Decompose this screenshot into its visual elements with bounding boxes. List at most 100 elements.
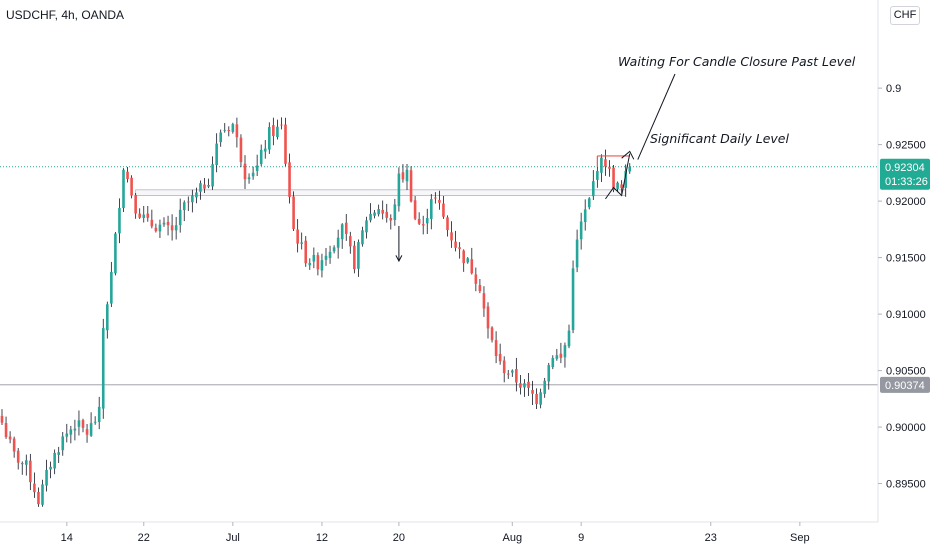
candle-body bbox=[397, 173, 401, 207]
candle-body bbox=[430, 199, 433, 219]
candle bbox=[340, 223, 344, 249]
candle bbox=[519, 374, 522, 395]
candle bbox=[531, 380, 534, 406]
candle bbox=[134, 193, 137, 219]
candle-body bbox=[61, 436, 65, 451]
candle bbox=[454, 230, 457, 252]
candle-body bbox=[336, 237, 340, 248]
candle bbox=[474, 267, 478, 292]
candle bbox=[101, 318, 105, 419]
candle bbox=[259, 144, 263, 167]
candle-body bbox=[389, 217, 393, 221]
annotation-significant-level: Significant Daily Level bbox=[650, 131, 789, 146]
time-tick-label: 12 bbox=[316, 532, 328, 544]
candle bbox=[227, 126, 231, 137]
candle bbox=[336, 229, 340, 259]
candle-body bbox=[276, 126, 279, 138]
candle bbox=[154, 223, 158, 233]
candle-body bbox=[85, 429, 89, 435]
candle-body bbox=[519, 383, 522, 388]
candle bbox=[393, 198, 397, 226]
candle-body bbox=[239, 137, 243, 163]
candle-body bbox=[592, 181, 595, 197]
candle-body bbox=[486, 306, 490, 329]
candle-body bbox=[106, 304, 109, 331]
candle-body bbox=[579, 221, 583, 240]
price-tick-label: 0.9 bbox=[886, 83, 901, 95]
candle-body bbox=[41, 484, 44, 505]
price-tick-label: 0.92500 bbox=[886, 140, 926, 152]
candle bbox=[33, 472, 36, 498]
price-tick-label: 0.91000 bbox=[886, 309, 926, 321]
candle bbox=[158, 219, 162, 238]
projection-arrowhead bbox=[621, 150, 635, 160]
candle-body bbox=[219, 132, 222, 143]
candle-body bbox=[16, 450, 20, 463]
candle-body bbox=[0, 415, 4, 423]
candle-body bbox=[215, 143, 218, 166]
candle bbox=[251, 166, 255, 180]
candle bbox=[239, 134, 243, 168]
candle-body bbox=[409, 170, 413, 202]
candle bbox=[247, 173, 251, 184]
candle-body bbox=[304, 240, 308, 264]
candle bbox=[413, 195, 417, 221]
candle bbox=[195, 187, 198, 204]
candle-body bbox=[203, 184, 206, 189]
candle bbox=[223, 123, 227, 133]
candle-body bbox=[357, 242, 360, 269]
candle-body bbox=[596, 170, 599, 180]
candle bbox=[361, 226, 364, 247]
candle bbox=[85, 423, 89, 443]
candle-body bbox=[344, 222, 348, 234]
candle bbox=[255, 154, 259, 177]
reference-price-label: 0.90374 bbox=[885, 380, 925, 392]
candle-body bbox=[272, 125, 275, 137]
candle-body bbox=[29, 460, 32, 483]
candle bbox=[304, 236, 308, 267]
candle bbox=[231, 122, 235, 134]
candle bbox=[579, 212, 583, 250]
price-tick-label: 0.90000 bbox=[886, 422, 926, 434]
candle bbox=[16, 448, 20, 470]
candle bbox=[284, 117, 287, 167]
candle bbox=[268, 122, 271, 154]
candle bbox=[442, 195, 445, 219]
candle bbox=[620, 180, 623, 194]
candle bbox=[417, 212, 421, 226]
candle bbox=[0, 409, 4, 426]
candle bbox=[219, 129, 222, 147]
candle bbox=[401, 164, 405, 183]
candle-body bbox=[8, 436, 12, 440]
candle bbox=[130, 175, 133, 199]
candle-body bbox=[110, 271, 113, 304]
price-tick-label: 0.92000 bbox=[886, 196, 926, 208]
candle bbox=[389, 214, 393, 230]
candle-body bbox=[227, 129, 231, 132]
currency-button[interactable]: CHF bbox=[890, 6, 920, 25]
candle bbox=[166, 215, 170, 236]
price-tick-label: 0.89500 bbox=[886, 479, 926, 491]
candle bbox=[178, 198, 182, 233]
significant-level-zone bbox=[135, 189, 627, 196]
candle-body bbox=[421, 224, 425, 226]
candle-body bbox=[134, 195, 137, 214]
candle-body bbox=[442, 203, 445, 217]
candle-body bbox=[255, 165, 259, 171]
candle bbox=[332, 245, 336, 254]
candle-body bbox=[506, 373, 510, 375]
candle bbox=[300, 232, 303, 250]
candle bbox=[57, 446, 60, 463]
candle-body bbox=[531, 389, 534, 394]
candle-body bbox=[211, 164, 214, 187]
candle-body bbox=[73, 428, 77, 431]
candle bbox=[490, 326, 494, 343]
candle bbox=[138, 208, 141, 219]
candle-body bbox=[170, 225, 174, 231]
candle-body bbox=[624, 170, 627, 188]
candle-body bbox=[154, 227, 158, 232]
candle-body bbox=[575, 239, 579, 268]
candle bbox=[118, 198, 121, 244]
